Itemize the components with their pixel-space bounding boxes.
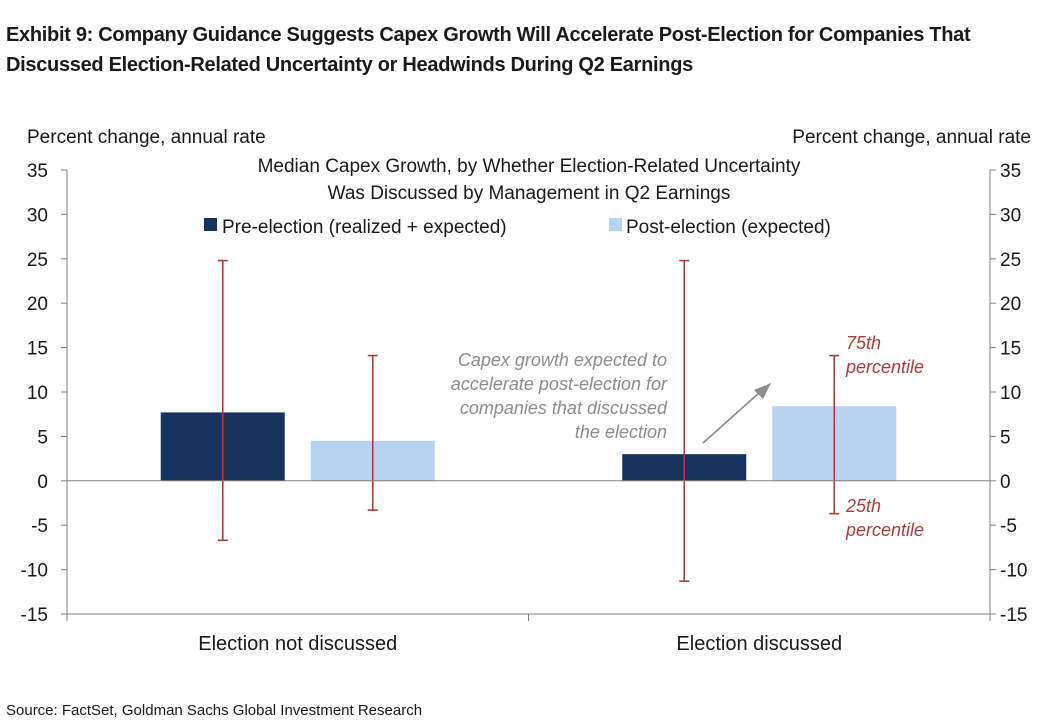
source-note: Source: FactSet, Goldman Sachs Global In…	[6, 702, 423, 719]
legend-pre-election-swatch	[204, 218, 217, 231]
y-tick-label-left: 25	[27, 250, 48, 271]
y-tick-label-left: -5	[31, 516, 48, 537]
y-tick-label-right: 25	[1000, 250, 1021, 271]
y-tick-label-right: 5	[1000, 427, 1011, 448]
chart-title-line-2: Was Discussed by Management in Q2 Earnin…	[328, 183, 731, 204]
y-tick-label-left: -10	[21, 561, 48, 582]
y-tick-label-right: -10	[1000, 561, 1027, 582]
y-tick-label-right: 15	[1000, 339, 1021, 360]
y-tick-label-right: 0	[1000, 472, 1011, 493]
p25-label-line: percentile	[845, 520, 924, 540]
y-tick-label-left: 5	[37, 427, 48, 448]
annotation-note-line: Capex growth expected to	[458, 350, 667, 370]
y-tick-label-left: 0	[37, 472, 48, 493]
y-tick-label-right: -5	[1000, 516, 1017, 537]
y-tick-label-left: 15	[27, 339, 48, 360]
p25-label-line: 25th	[845, 496, 881, 516]
y-tick-label-left: 35	[27, 161, 48, 182]
y-axis-title-right: Percent change, annual rate	[792, 127, 1031, 148]
annotation-note-line: companies that discussed	[460, 398, 668, 418]
p75-label-line: 75th	[846, 333, 881, 353]
y-tick-label-right: 35	[1000, 161, 1021, 182]
p75-label-line: percentile	[845, 357, 924, 377]
legend-pre-election-label: Pre-election (realized + expected)	[222, 217, 507, 238]
chart-title-line-1: Median Capex Growth, by Whether Election…	[258, 156, 801, 177]
legend-post-election-label: Post-election (expected)	[626, 217, 831, 238]
y-tick-label-left: -15	[21, 605, 48, 626]
x-category-label: Election not discussed	[198, 633, 397, 655]
annotation-arrow-shaft	[702, 392, 760, 444]
y-axis-title-left: Percent change, annual rate	[27, 127, 266, 148]
y-tick-label-left: 30	[27, 205, 48, 226]
y-tick-label-right: 10	[1000, 383, 1021, 404]
x-category-label: Election discussed	[676, 633, 842, 655]
y-tick-label-right: 20	[1000, 294, 1021, 315]
annotation-note-line: accelerate post-election for	[451, 374, 668, 394]
y-tick-label-right: 30	[1000, 205, 1021, 226]
annotation-arrow-head	[754, 383, 771, 399]
y-tick-label-right: -15	[1000, 605, 1027, 626]
annotation-note-line: the election	[575, 422, 667, 442]
y-tick-label-left: 20	[27, 294, 48, 315]
legend-post-election-swatch	[609, 218, 622, 231]
y-tick-label-left: 10	[27, 383, 48, 404]
exhibit-title: Exhibit 9: Company Guidance Suggests Cap…	[6, 24, 971, 76]
